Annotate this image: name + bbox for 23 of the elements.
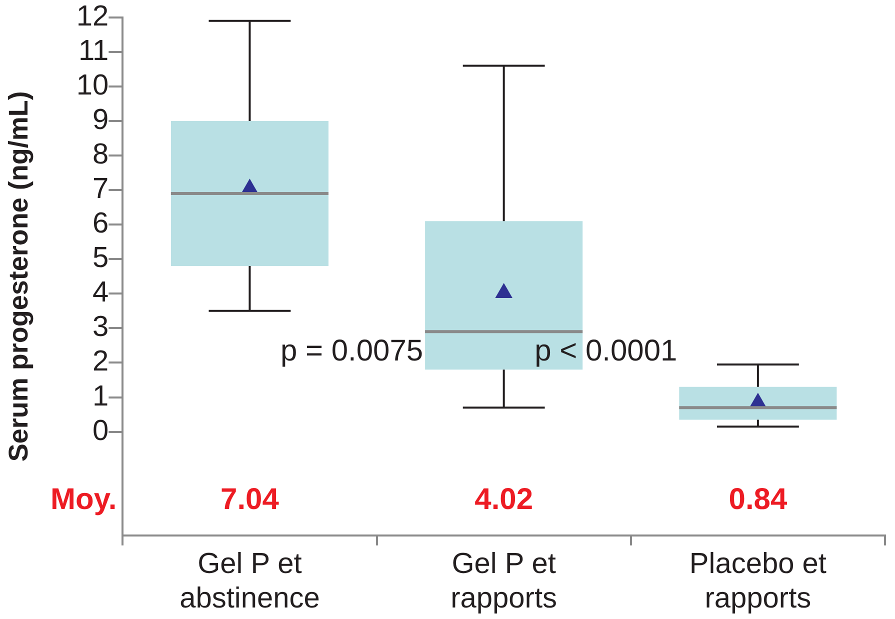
y-tick-label: 6 [92,208,109,240]
y-tick-label: 4 [92,276,109,309]
y-tick-label: 12 [76,0,109,32]
y-tick-label: 11 [78,34,109,67]
y-tick-label: 10 [76,69,109,102]
x-tick-label: Placebo et rapports [689,548,826,615]
x-tick-label: Gel P et rapports [450,548,558,615]
y-tick-label: 9 [92,104,109,136]
y-tick-label: 5 [92,242,109,274]
y-tick-label: 7 [92,173,109,206]
y-axis-title: Serum progesterone (ng/mL) [4,91,34,462]
annotation: 4.02 [474,483,534,516]
text: Moy. [50,483,117,516]
y-tick-label: 3 [92,311,109,344]
y-tick-label: 8 [92,138,109,171]
annotation: p < 0.0001 [534,334,678,368]
annotation: p = 0.0075 [280,334,424,368]
annotation: 7.04 [220,483,280,516]
y-tick-label: 0 [92,414,109,447]
y-tick-label: 1 [92,380,109,412]
annotation: 0.84 [728,483,788,516]
y-tick-label: 2 [92,346,109,378]
x-tick-label: Gel P et abstinence [180,548,320,615]
